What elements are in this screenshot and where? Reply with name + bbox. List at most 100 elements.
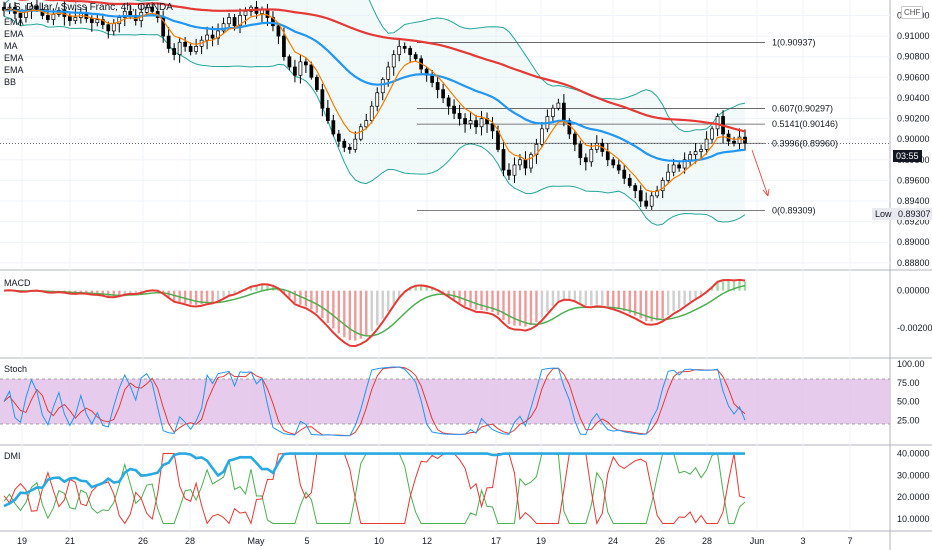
candle-body <box>441 89 445 99</box>
macd-histogram-bar <box>354 290 357 341</box>
macd-histogram-bar <box>666 290 670 316</box>
time-tick-label: 3 <box>800 536 805 546</box>
indicator-ema-2[interactable]: EMA <box>4 29 24 39</box>
currency-badge[interactable]: CHF <box>901 6 924 19</box>
macd-histogram-bar <box>727 281 730 291</box>
candle-body <box>353 138 358 150</box>
candle-body <box>638 190 643 202</box>
candle-body <box>68 16 72 21</box>
macd-histogram-bar <box>134 290 137 294</box>
candle-body <box>732 140 736 144</box>
candle-body <box>172 48 177 55</box>
macd-histogram-bar <box>90 290 94 295</box>
macd-histogram-bar <box>491 290 494 312</box>
macd-histogram-bar <box>398 290 401 298</box>
time-tick-label: 26 <box>138 536 148 546</box>
candle-body <box>166 35 171 49</box>
indicator-ema-4[interactable]: EMA <box>4 65 24 75</box>
time-tick-label: 28 <box>702 536 712 546</box>
stoch-tick-label: 100.00 <box>897 359 925 369</box>
price-tick-label: 0.89200 <box>897 217 930 227</box>
macd-histogram-bar <box>337 290 341 334</box>
dmi-pane-label[interactable]: DMI <box>4 451 21 461</box>
candle-body <box>578 143 583 159</box>
bollinger-upper-line <box>3 0 746 133</box>
macd-histogram-bar <box>623 290 626 312</box>
candle-body <box>446 97 451 107</box>
macd-histogram-bar <box>463 290 467 306</box>
macd-signal-line <box>3 284 746 337</box>
macd-histogram-bar <box>216 290 220 301</box>
candle-body <box>413 54 418 60</box>
macd-histogram-bar <box>584 290 588 306</box>
macd-histogram-bar <box>540 290 544 318</box>
candle-body <box>616 164 621 171</box>
macd-histogram-bar <box>639 290 642 319</box>
macd-histogram-bar <box>655 290 659 321</box>
candle-body <box>46 15 50 20</box>
time-tick-label: 24 <box>608 536 618 546</box>
macd-histogram-bar <box>529 290 533 326</box>
candle-body <box>238 15 242 27</box>
macd-histogram-bar <box>260 284 264 291</box>
time-tick-label: 19 <box>536 536 546 546</box>
time-tick-label: 21 <box>65 536 75 546</box>
macd-histogram-bar <box>205 290 209 303</box>
price-tick-label: 0.90200 <box>897 114 930 124</box>
macd-histogram-bar <box>293 290 297 303</box>
candle-body <box>430 74 434 83</box>
candle-body <box>463 118 467 125</box>
macd-histogram-bar <box>551 290 555 307</box>
macd-histogram-bar <box>96 290 99 295</box>
macd-histogram-bar <box>688 290 692 302</box>
macd-tick-label: 0.00000 <box>897 286 930 296</box>
price-tick-label: 0.88800 <box>897 258 930 268</box>
candle-body <box>605 151 610 161</box>
low-value-badge: 0.89307 <box>895 208 932 220</box>
macd-pane-label[interactable]: MACD <box>4 278 31 288</box>
macd-histogram-bar <box>513 290 516 326</box>
current-price-time-badge: 03:55 <box>893 150 922 162</box>
macd-histogram-bar <box>535 290 538 323</box>
macd-histogram-bar <box>140 290 143 293</box>
candle-body <box>501 149 506 171</box>
macd-histogram-bar <box>310 290 313 310</box>
candle-body <box>35 5 39 10</box>
macd-histogram-bar <box>408 288 412 291</box>
indicator-ema-1[interactable]: EMA <box>4 17 24 27</box>
macd-histogram-bar <box>485 290 489 311</box>
indicator-ma[interactable]: MA <box>4 41 18 51</box>
macd-histogram-bar <box>557 290 560 301</box>
price-tick-label: 0.90600 <box>897 72 930 82</box>
candle-body <box>551 107 555 117</box>
bollinger-lower-line <box>3 16 746 226</box>
indicator-bb[interactable]: BB <box>4 77 17 87</box>
time-tick-label: 26 <box>655 536 665 546</box>
stoch-pane-label[interactable]: Stoch <box>4 364 28 374</box>
indicator-ema-3[interactable]: EMA <box>4 53 24 63</box>
candle-body <box>287 56 292 68</box>
candle-body <box>89 18 94 24</box>
candle-body <box>111 23 116 32</box>
candle-body <box>677 164 681 169</box>
candle-body <box>688 154 692 161</box>
macd-histogram-bar <box>474 290 478 310</box>
macd-histogram-bar <box>414 286 417 291</box>
bollinger-band-fill <box>4 0 745 226</box>
macd-histogram-bar <box>562 290 566 299</box>
macd-histogram-bar <box>343 290 346 338</box>
candle-body <box>183 41 187 47</box>
price-tick-label: 0.89600 <box>897 175 930 185</box>
projection-arrow-line <box>751 149 769 197</box>
candle-body <box>320 89 325 109</box>
ma-long-line <box>17 0 746 133</box>
macd-histogram-bar <box>376 290 379 326</box>
candle-body <box>347 147 352 150</box>
candle-body <box>342 140 347 148</box>
macd-histogram-bar <box>183 290 187 304</box>
macd-histogram-bar <box>650 290 653 322</box>
candle-body <box>315 76 319 91</box>
candle-body <box>216 30 220 39</box>
fib-level-label: 1(0.90937) <box>772 38 816 48</box>
